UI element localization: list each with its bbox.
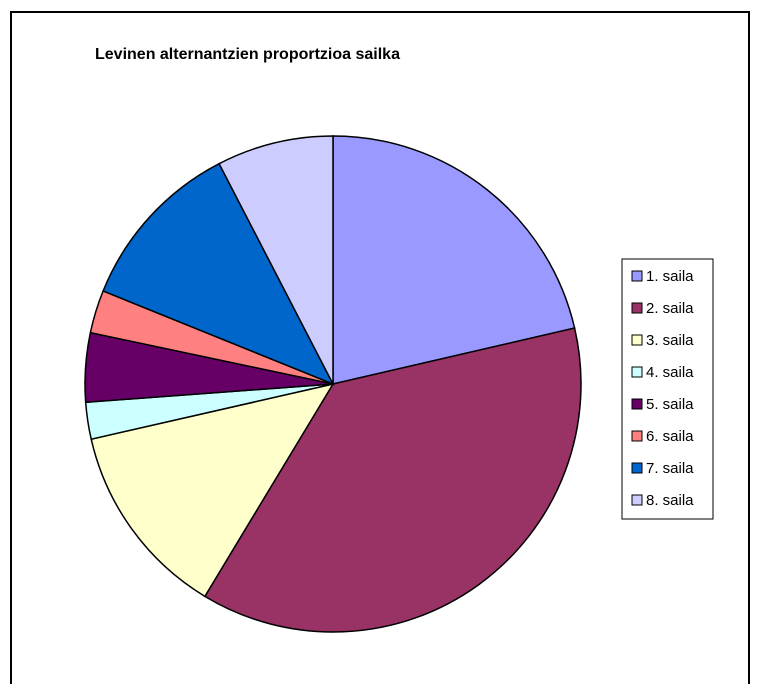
- legend-swatch: [631, 366, 643, 378]
- legend-swatch: [631, 398, 643, 410]
- legend-label: 1. saila: [646, 268, 694, 285]
- pie-slice: [332, 135, 576, 385]
- legend-label: 3. saila: [646, 332, 694, 349]
- chart-title: Levinen alternantzien proportzioa sailka: [95, 46, 400, 63]
- legend-label: 6. saila: [646, 428, 694, 445]
- legend-swatch: [631, 270, 643, 282]
- legend-swatch: [631, 334, 643, 346]
- legend-label: 7. saila: [646, 460, 694, 477]
- legend-label: 2. saila: [646, 300, 694, 317]
- legend-box: [621, 258, 714, 520]
- legend-label: 4. saila: [646, 364, 694, 381]
- legend-swatch: [631, 462, 643, 474]
- pie-slice: [218, 135, 334, 385]
- legend-swatch: [631, 302, 643, 314]
- legend-label: 8. saila: [646, 492, 694, 509]
- pie-slice: [102, 162, 335, 386]
- legend-swatch: [631, 494, 643, 506]
- pie-slice: [203, 327, 582, 633]
- pie-slice: [90, 382, 335, 598]
- legend-swatch: [631, 430, 643, 442]
- legend-label: 5. saila: [646, 396, 694, 413]
